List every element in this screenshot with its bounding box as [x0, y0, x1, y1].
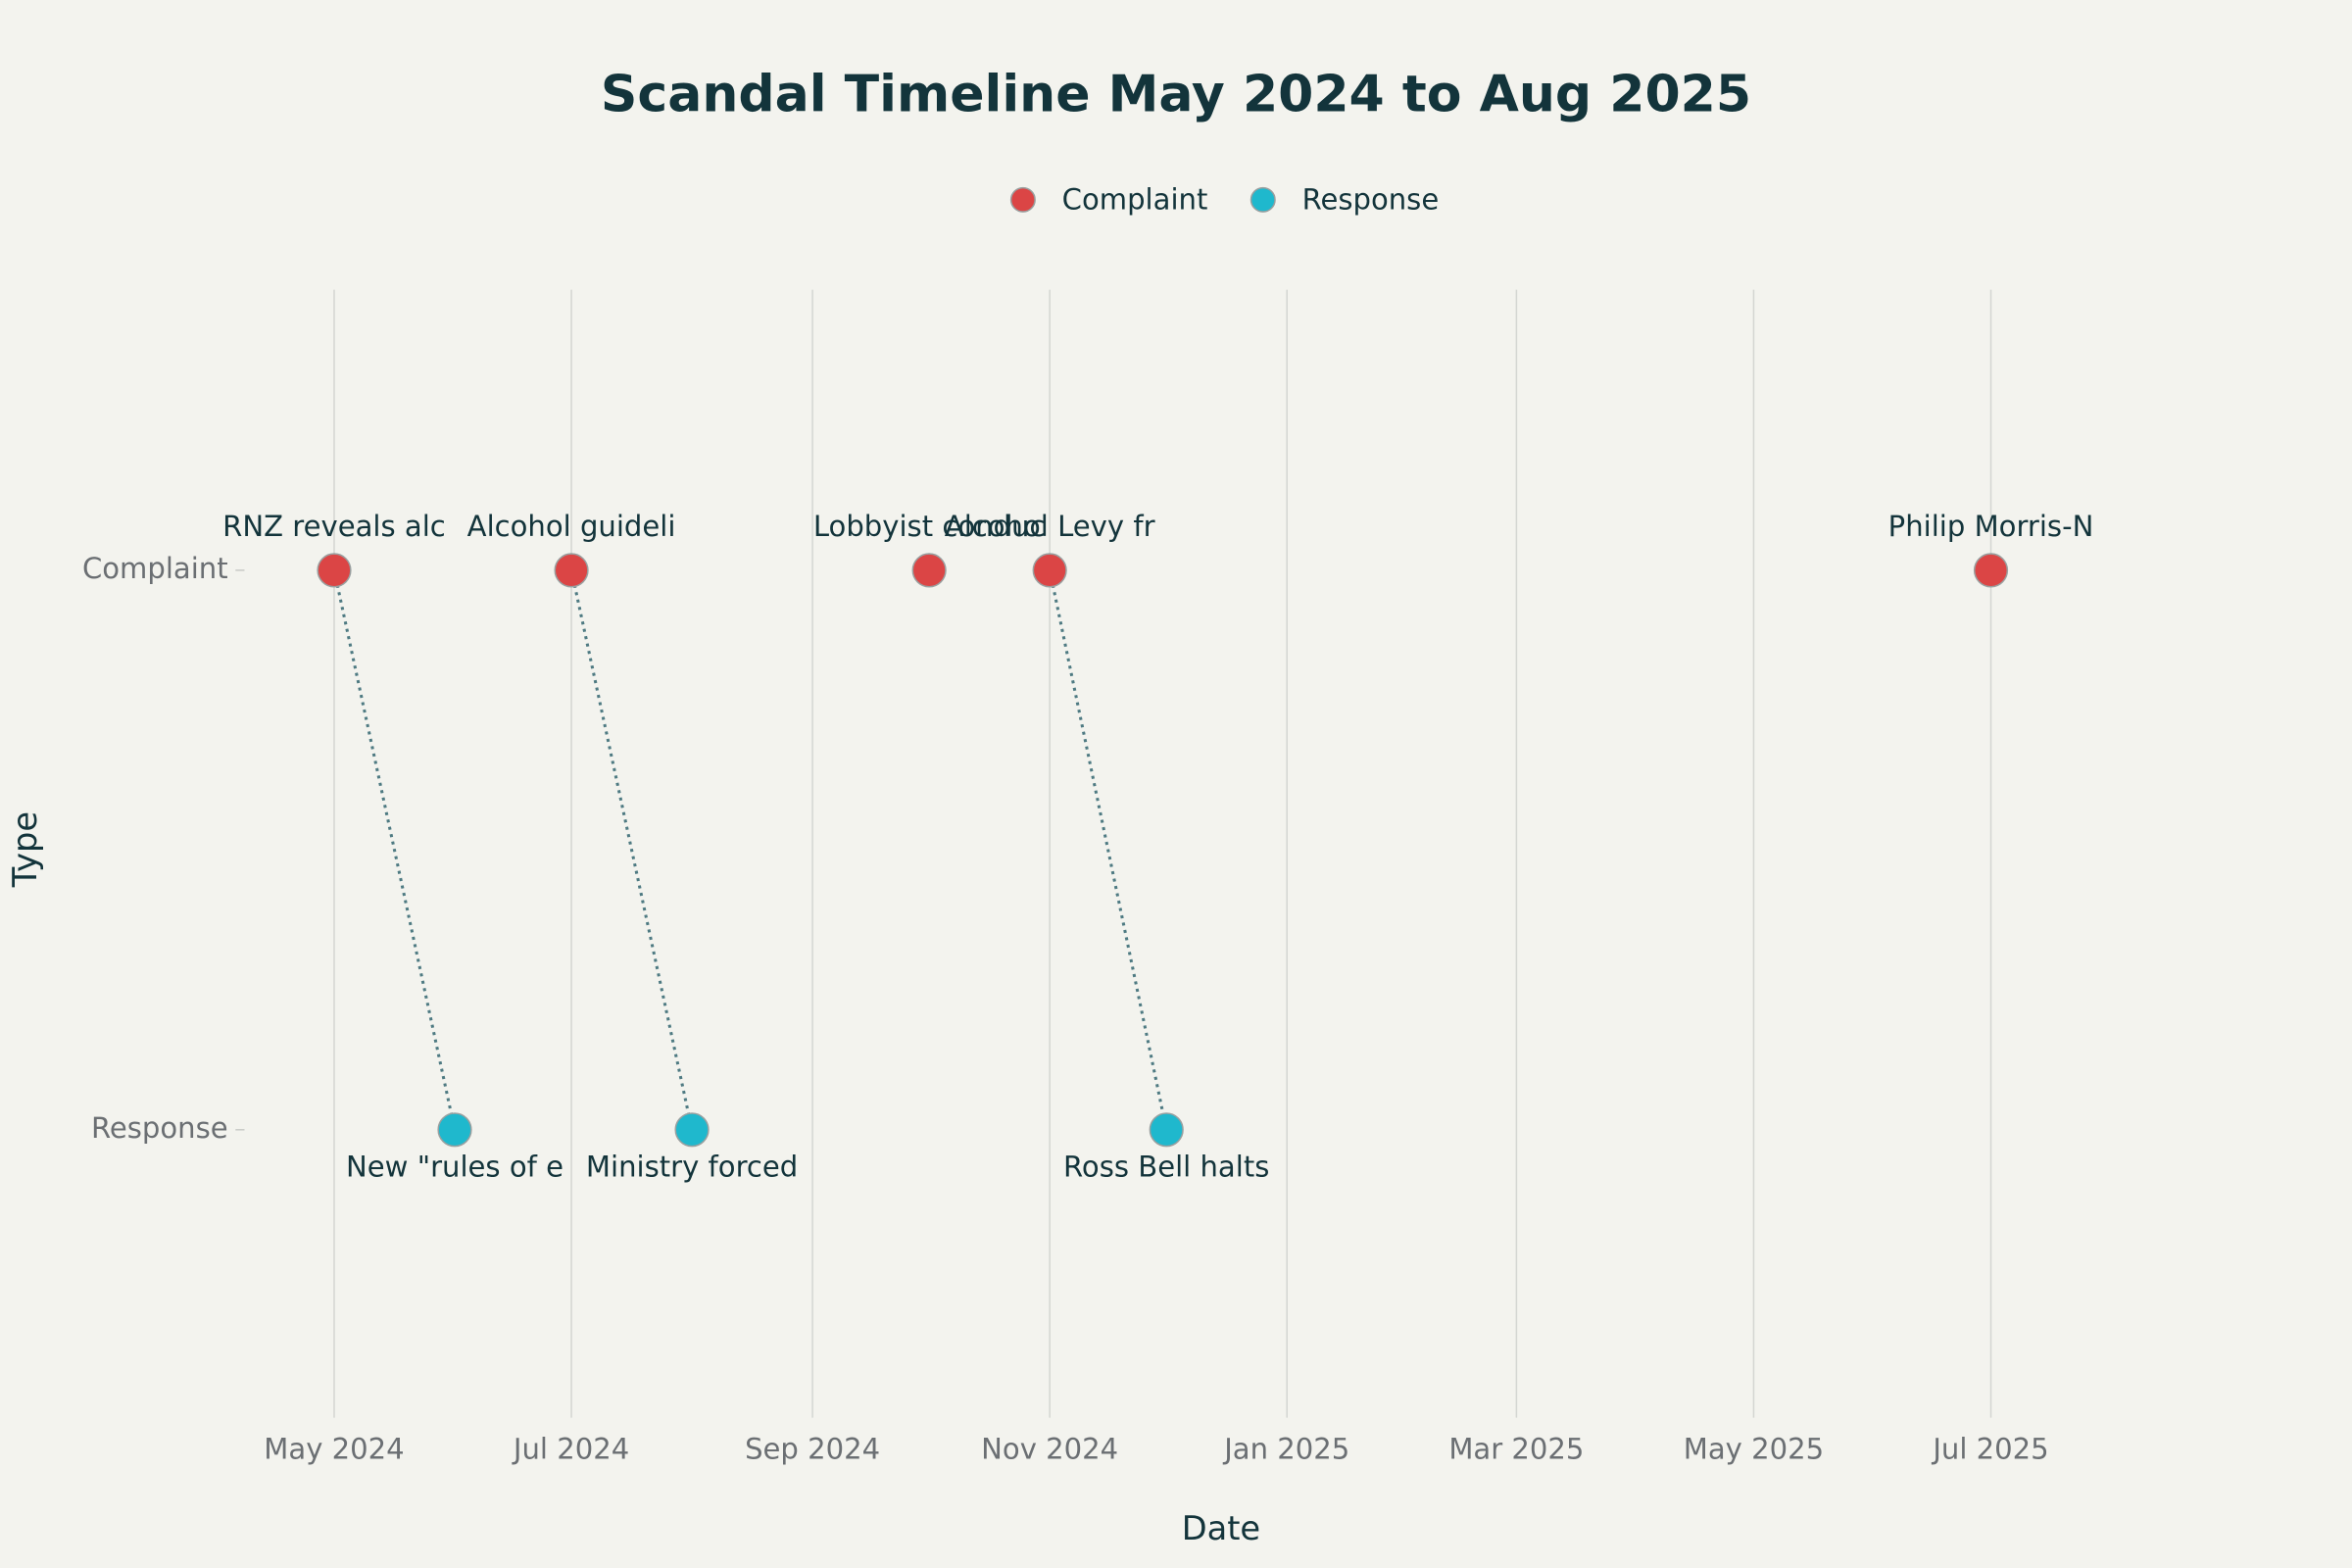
point-label: Alcohol Levy fr: [945, 510, 1155, 543]
connector: [569, 569, 694, 1131]
point: [1149, 1112, 1184, 1148]
point: [554, 553, 589, 588]
x-tick-label: May 2025: [1684, 1432, 1824, 1465]
y-axis-title: Type: [6, 811, 44, 888]
legend-label: Complaint: [1062, 182, 1208, 216]
x-tick-label: Jul 2025: [1931, 1432, 2048, 1465]
connector: [332, 569, 457, 1131]
y-tick-label: Response: [91, 1111, 228, 1145]
point-label: Lobbyist conduc: [813, 510, 1046, 543]
point-label: Philip Morris-N: [1888, 510, 2094, 543]
chart-title: Scandal Timeline May 2024 to Aug 2025: [601, 66, 1751, 124]
point-label: Alcohol guideli: [467, 510, 676, 543]
x-tick-label: Nov 2024: [981, 1432, 1118, 1465]
legend-marker: [1009, 186, 1036, 213]
point: [911, 553, 947, 588]
x-tick-label: May 2024: [264, 1432, 404, 1465]
connector: [1048, 569, 1168, 1131]
point-label: New "rules of e: [346, 1151, 564, 1184]
x-tick-label: Jul 2024: [512, 1432, 629, 1465]
point: [317, 553, 352, 588]
legend-label: Response: [1302, 182, 1440, 216]
x-tick-label: Jan 2025: [1222, 1432, 1349, 1465]
point-label: Ministry forced: [586, 1151, 798, 1184]
point-label: Ross Bell halts: [1063, 1151, 1269, 1184]
point: [1032, 553, 1067, 588]
x-tick-label: Mar 2025: [1448, 1432, 1584, 1465]
point: [437, 1112, 472, 1148]
point-label: RNZ reveals alc: [222, 510, 446, 543]
x-axis-title: Date: [1182, 1509, 1260, 1547]
point: [1973, 553, 2009, 588]
point: [674, 1112, 710, 1148]
x-tick-label: Sep 2024: [745, 1432, 880, 1465]
legend-marker: [1250, 186, 1276, 213]
y-tick-label: Complaint: [82, 552, 228, 585]
